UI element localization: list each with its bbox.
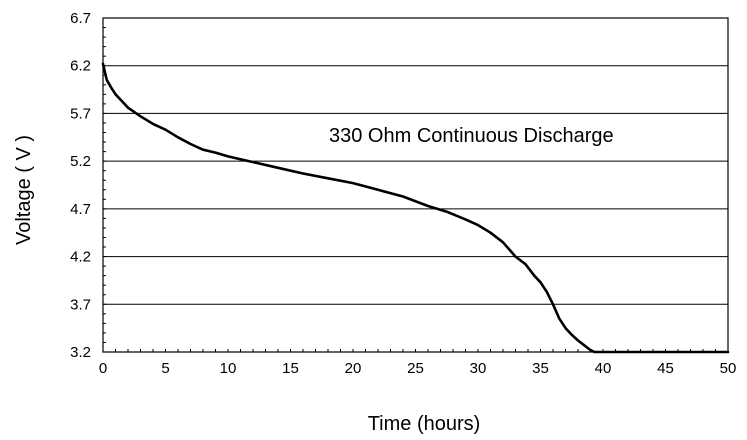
y-tick-label-5-7: 5.7 <box>70 105 91 122</box>
minor-ticks <box>102 17 729 353</box>
y-tick-labels: 3.2 3.7 4.2 4.7 5.2 5.7 6.2 6.7 <box>70 10 91 361</box>
x-tick-label-40: 40 <box>595 360 612 377</box>
y-tick-label-6-7: 6.7 <box>70 10 91 27</box>
x-tick-label-15: 15 <box>282 360 299 377</box>
plot-frame <box>102 17 729 353</box>
y-tick-label-3-2: 3.2 <box>70 344 91 361</box>
y-tick-label-4-2: 4.2 <box>70 249 91 266</box>
x-tick-label-20: 20 <box>345 360 362 377</box>
x-axis-title: Time (hours) <box>368 413 481 435</box>
y-tick-label-6-2: 6.2 <box>70 58 91 75</box>
y-tick-label-4-7: 4.7 <box>70 201 91 218</box>
y-tick-label-3-7: 3.7 <box>70 296 91 313</box>
y-tick-label-5-2: 5.2 <box>70 153 91 170</box>
x-tick-label-50: 50 <box>720 360 737 377</box>
gridlines <box>103 65 728 305</box>
x-tick-label-35: 35 <box>532 360 549 377</box>
x-tick-label-0: 0 <box>99 360 107 377</box>
chart-annotation: 330 Ohm Continuous Discharge <box>329 125 614 147</box>
y-axis-title: Voltage ( V ) <box>13 135 35 245</box>
series-line-0 <box>101 62 730 354</box>
x-tick-label-10: 10 <box>220 360 237 377</box>
x-tick-label-25: 25 <box>407 360 424 377</box>
x-tick-label-45: 45 <box>657 360 674 377</box>
x-tick-label-5: 5 <box>161 360 169 377</box>
series-layer <box>101 62 730 354</box>
x-tick-label-30: 30 <box>470 360 487 377</box>
x-tick-labels: 0 5 10 15 20 25 30 35 40 45 50 <box>99 360 737 377</box>
